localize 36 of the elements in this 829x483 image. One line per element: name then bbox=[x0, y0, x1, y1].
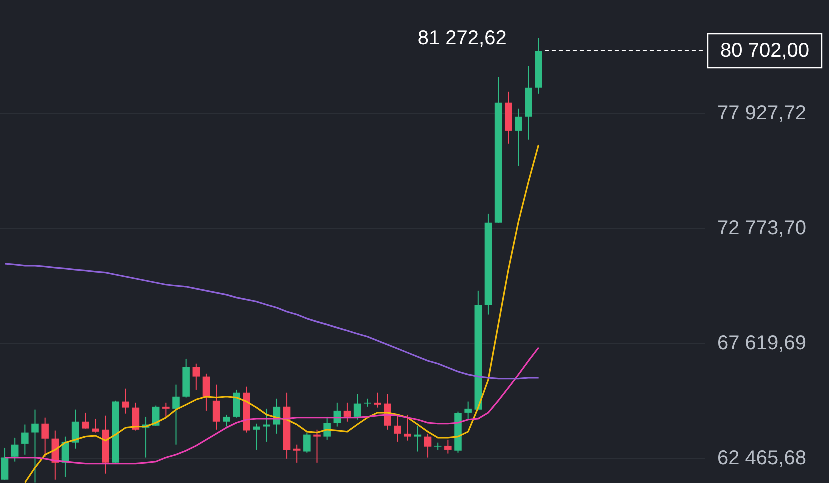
candlestick bbox=[42, 417, 49, 458]
y-tick-label: 62 465,68 bbox=[718, 447, 806, 470]
line-series bbox=[24, 144, 540, 483]
candlestick bbox=[22, 424, 29, 456]
candlestick bbox=[11, 437, 19, 462]
candlestick bbox=[394, 414, 402, 442]
candlestick bbox=[354, 393, 362, 420]
candlestick bbox=[253, 423, 260, 450]
candlestick bbox=[374, 392, 382, 408]
candlestick bbox=[263, 408, 271, 442]
line-series bbox=[4, 263, 540, 380]
candlestick bbox=[192, 363, 200, 390]
candlestick bbox=[414, 425, 422, 452]
annotation: 81 272,62 bbox=[418, 27, 507, 50]
candlestick bbox=[515, 108, 522, 166]
y-tick-label: 77 927,72 bbox=[718, 102, 806, 124]
candlestick bbox=[172, 384, 180, 446]
candlestick bbox=[1, 447, 9, 480]
candlestick bbox=[222, 414, 230, 428]
candlestick bbox=[464, 401, 472, 420]
candlestick bbox=[444, 439, 452, 454]
candlestick bbox=[404, 414, 412, 442]
candlestick bbox=[344, 402, 352, 422]
candlestick bbox=[162, 402, 170, 418]
candlestick bbox=[304, 432, 311, 454]
candlestick bbox=[92, 418, 100, 434]
candlestick bbox=[293, 444, 301, 464]
candlestick bbox=[314, 429, 321, 464]
candlestick bbox=[424, 433, 432, 458]
ref-line-label: 80 702,00 bbox=[720, 40, 810, 62]
candlestick bbox=[122, 388, 130, 414]
y-tick-label: 72 773,70 bbox=[718, 217, 806, 240]
candlestick bbox=[212, 384, 220, 430]
candlestick bbox=[32, 409, 39, 483]
candlestick bbox=[82, 412, 90, 430]
y-tick-label: 67 619,69 bbox=[718, 332, 806, 354]
